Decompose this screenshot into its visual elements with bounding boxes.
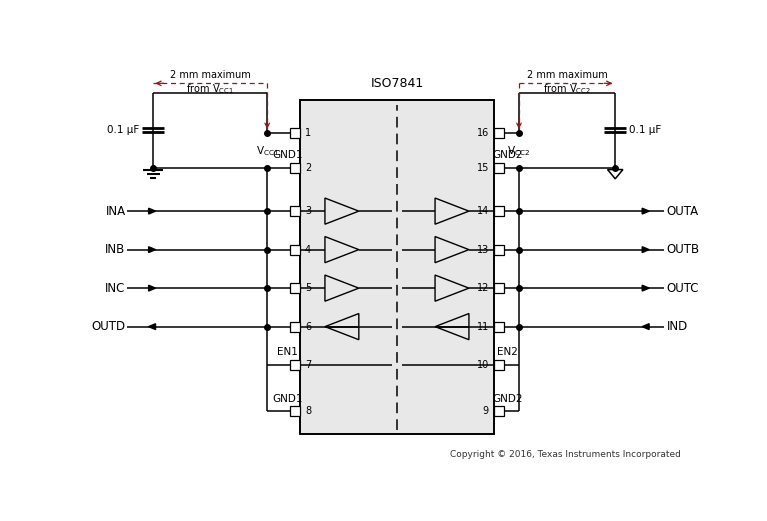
Text: 4: 4 — [305, 245, 311, 255]
Polygon shape — [642, 208, 649, 214]
Text: 16: 16 — [477, 128, 489, 138]
Text: GND2: GND2 — [492, 151, 522, 160]
Text: OUTB: OUTB — [667, 243, 700, 256]
Text: 5: 5 — [305, 283, 311, 293]
Text: 9: 9 — [483, 406, 489, 416]
Polygon shape — [642, 285, 649, 291]
Text: EN2: EN2 — [497, 348, 518, 357]
Text: ISO7841: ISO7841 — [370, 77, 423, 90]
Text: OUTD: OUTD — [91, 320, 126, 333]
Bar — [289, 245, 300, 255]
Text: 1: 1 — [305, 128, 311, 138]
Bar — [495, 163, 505, 173]
Polygon shape — [149, 208, 156, 214]
Text: 0.1 µF: 0.1 µF — [629, 125, 661, 135]
Polygon shape — [149, 247, 156, 253]
Text: 8: 8 — [305, 406, 311, 416]
Bar — [289, 283, 300, 293]
Bar — [289, 360, 300, 370]
Bar — [289, 206, 300, 216]
Bar — [289, 406, 300, 416]
Text: from $\mathregular{V_{CC2}}$: from $\mathregular{V_{CC2}}$ — [543, 82, 591, 96]
Text: 2: 2 — [305, 163, 311, 173]
Text: 13: 13 — [477, 245, 489, 255]
Text: 11: 11 — [477, 321, 489, 332]
Text: 3: 3 — [305, 206, 311, 216]
Polygon shape — [642, 247, 649, 253]
Bar — [495, 360, 505, 370]
Text: OUTA: OUTA — [667, 205, 699, 218]
Text: 7: 7 — [305, 360, 311, 370]
Text: 15: 15 — [476, 163, 489, 173]
Text: INA: INA — [105, 205, 126, 218]
Bar — [495, 283, 505, 293]
Text: INC: INC — [105, 282, 126, 295]
Text: 10: 10 — [477, 360, 489, 370]
Text: 14: 14 — [477, 206, 489, 216]
Bar — [289, 163, 300, 173]
Text: $\mathregular{V_{CC2}}$: $\mathregular{V_{CC2}}$ — [508, 144, 531, 158]
Text: 12: 12 — [476, 283, 489, 293]
Text: 2 mm maximum: 2 mm maximum — [527, 70, 607, 80]
Bar — [289, 128, 300, 138]
Bar — [495, 245, 505, 255]
Text: INB: INB — [105, 243, 126, 256]
Polygon shape — [642, 324, 649, 330]
Bar — [495, 406, 505, 416]
Text: 2 mm maximum: 2 mm maximum — [170, 70, 251, 80]
Polygon shape — [149, 324, 156, 330]
Bar — [495, 321, 505, 332]
Text: $\mathregular{V_{CC1}}$: $\mathregular{V_{CC1}}$ — [255, 144, 279, 158]
Text: 0.1 µF: 0.1 µF — [107, 125, 140, 135]
Text: GND1: GND1 — [272, 151, 302, 160]
Text: EN1: EN1 — [277, 348, 298, 357]
Bar — [495, 128, 505, 138]
Text: GND1: GND1 — [272, 394, 302, 404]
Text: from $\mathregular{V_{CC1}}$: from $\mathregular{V_{CC1}}$ — [186, 82, 234, 96]
Text: OUTC: OUTC — [667, 282, 700, 295]
Text: Copyright © 2016, Texas Instruments Incorporated: Copyright © 2016, Texas Instruments Inco… — [449, 450, 680, 459]
Text: GND2: GND2 — [492, 394, 522, 404]
Text: 6: 6 — [305, 321, 311, 332]
Bar — [300, 100, 495, 435]
Polygon shape — [149, 285, 156, 291]
Bar — [289, 321, 300, 332]
Text: IND: IND — [667, 320, 688, 333]
Bar — [495, 206, 505, 216]
